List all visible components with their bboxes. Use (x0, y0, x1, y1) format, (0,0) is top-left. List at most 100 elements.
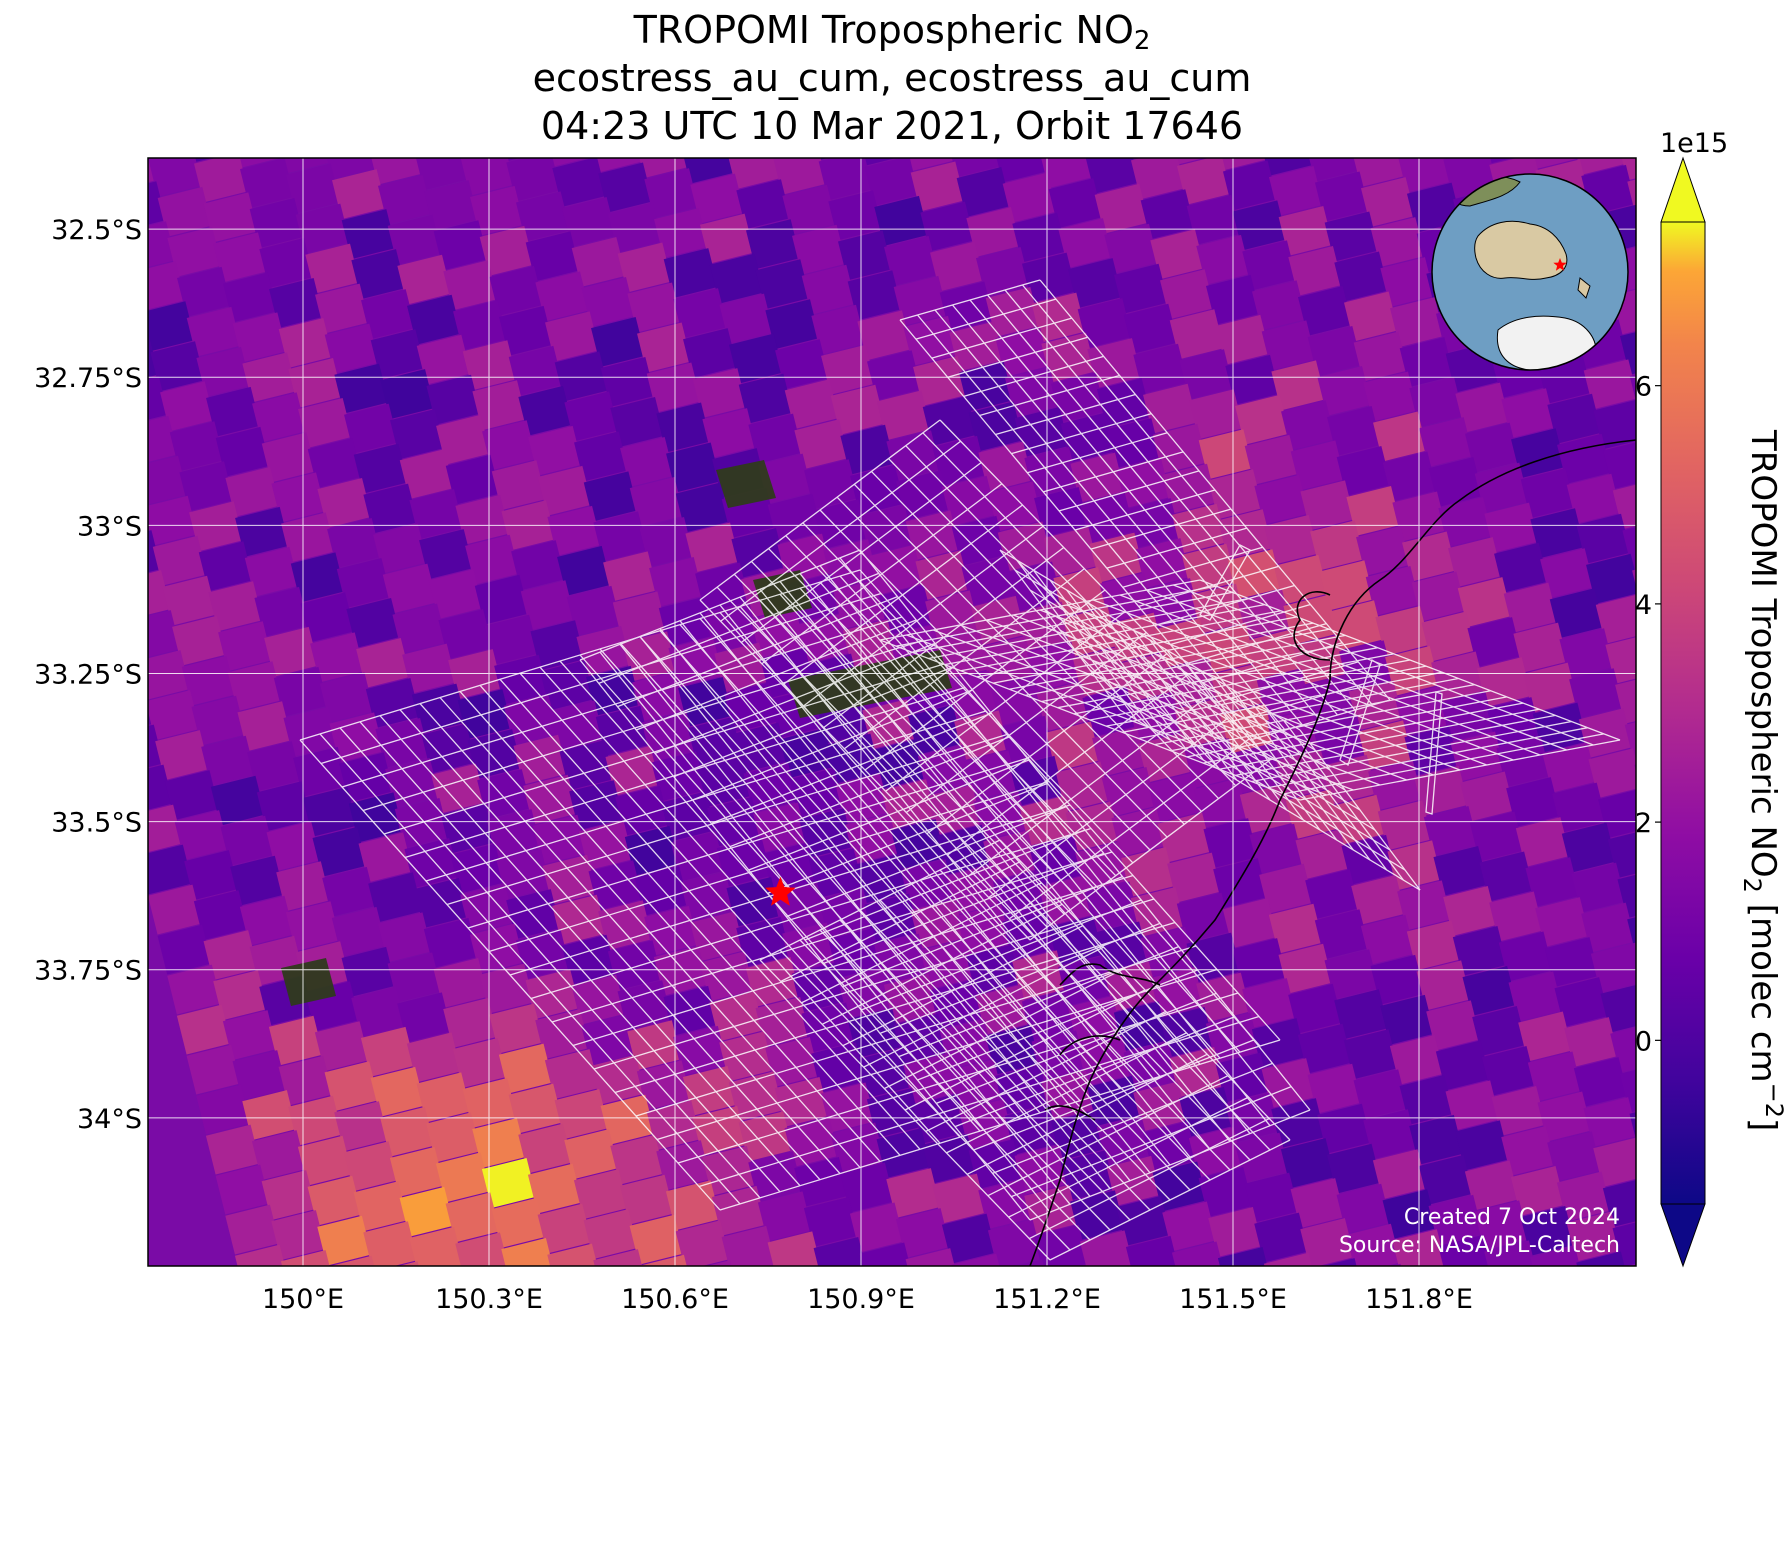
no2-pixel (942, 475, 997, 526)
no2-pixel (1172, 503, 1227, 554)
no2-pixel (1317, 365, 1372, 416)
no2-pixel (1399, 1074, 1454, 1125)
no2-pixel (314, 1021, 370, 1072)
no2-pixel (801, 264, 856, 315)
no2-pixel (387, 214, 442, 265)
no2-pixel (196, 346, 251, 397)
footprint-line (863, 946, 1104, 1068)
no2-pixel (392, 603, 447, 654)
no2-pixel (453, 300, 508, 351)
no2-pixel (1326, 1143, 1382, 1194)
no2-pixel (1022, 252, 1077, 303)
no2-pixel (1290, 1178, 1345, 1229)
no2-pixel (213, 232, 268, 283)
target-marker (765, 876, 796, 906)
no2-pixel (186, 306, 242, 357)
no2-pixel (1365, 565, 1421, 616)
footprint-line (1008, 1096, 1249, 1218)
lat-tick-label: 33.25°S (34, 659, 142, 690)
no2-pixel (267, 84, 321, 134)
footprint-line (915, 298, 1057, 340)
footprint-line (782, 504, 1023, 686)
no2-pixel (1169, 309, 1224, 360)
no2-pixel (1125, 1235, 1179, 1266)
no2-pixel (542, 854, 597, 905)
coastline-inlet (1059, 1035, 1121, 1056)
no2-pixel (1372, 1149, 1428, 1200)
no2-pixel (232, 1050, 287, 1101)
coastline-inlet (1293, 591, 1331, 661)
no2-pixel (1175, 158, 1205, 165)
no2-pixel (259, 238, 314, 288)
no2-pixel (1094, 183, 1149, 234)
no2-pixel (1142, 1121, 1198, 1172)
no2-pixel (319, 672, 375, 723)
no2-pixel (876, 390, 932, 441)
no2-pixel (405, 100, 459, 150)
no2-pixel (148, 700, 154, 725)
no2-pixel (175, 72, 229, 122)
no2-pixel (1370, 954, 1425, 1005)
no2-pixel (148, 650, 191, 700)
no2-pixel (966, 207, 1021, 257)
no2-pixel (837, 968, 893, 1019)
no2-pixel (1382, 451, 1438, 502)
no2-pixel (278, 1055, 333, 1106)
no2-pixel (1380, 994, 1435, 1045)
no2-pixel (1491, 1085, 1546, 1136)
no2-pixel (871, 739, 927, 790)
footprint-line (635, 945, 1197, 1117)
no2-pixel (842, 619, 898, 670)
no2-pixel (1566, 1211, 1621, 1262)
lat-tick-label: 32.5°S (51, 215, 142, 246)
no2-pixel (344, 403, 399, 454)
no2-pixel (264, 626, 319, 677)
no2-pixel (371, 158, 423, 185)
no2-pixel (1264, 158, 1314, 176)
no2-pixel (996, 158, 1048, 183)
footprint-line (1074, 649, 1376, 831)
no2-pixel (869, 544, 924, 595)
no2-pixel (451, 106, 505, 156)
no2-pixel (1298, 285, 1353, 336)
no2-pixel (360, 1026, 416, 1077)
no2-pixel (1116, 1195, 1171, 1246)
footprint-line (1074, 489, 1216, 531)
no2-pixel (315, 283, 370, 334)
inset-globe (1431, 173, 1629, 371)
no2-pixel (1150, 229, 1205, 280)
no2-pixel (305, 243, 360, 294)
footprint-line (1186, 623, 1327, 665)
no2-pixel (1077, 298, 1132, 349)
no2-pixel (891, 81, 945, 131)
footprint-line (999, 549, 1301, 731)
no2-pixel (1034, 487, 1089, 537)
footprint-line (1043, 451, 1184, 493)
no2-pixel (1261, 320, 1316, 371)
no2-pixel (160, 381, 215, 432)
no2-pixel (506, 158, 561, 202)
no2-pixel (666, 442, 721, 493)
no2-pixel (472, 1118, 527, 1168)
no2-pixel (436, 414, 491, 465)
no2-pixel (1167, 852, 1222, 903)
no2-pixel (748, 413, 803, 464)
no2-pixel (129, 67, 183, 117)
no2-pixel (1523, 662, 1578, 713)
no2-pixel (329, 712, 384, 763)
footprint-line (551, 851, 1113, 1023)
footprint-line (467, 757, 1029, 929)
no2-pixel (317, 1215, 372, 1266)
no2-pixel (1571, 862, 1626, 913)
colorbar-label-main: TROPOMI Tropospheric NO (1743, 429, 1783, 878)
no2-pixel (1327, 405, 1382, 456)
no2-pixel (1280, 1138, 1336, 1189)
no2-pixel (477, 769, 532, 820)
no2-pixel (380, 369, 435, 420)
footprint-line (883, 967, 1125, 1090)
no2-pixel (1382, 1189, 1437, 1240)
no2-pixel (1389, 1034, 1445, 1085)
no2-pixel (673, 1025, 728, 1076)
map-area: Created 7 Oct 2024 Source: NASA/JPL-Calt… (129, 67, 1636, 1266)
no2-pixel (1426, 1000, 1481, 1051)
